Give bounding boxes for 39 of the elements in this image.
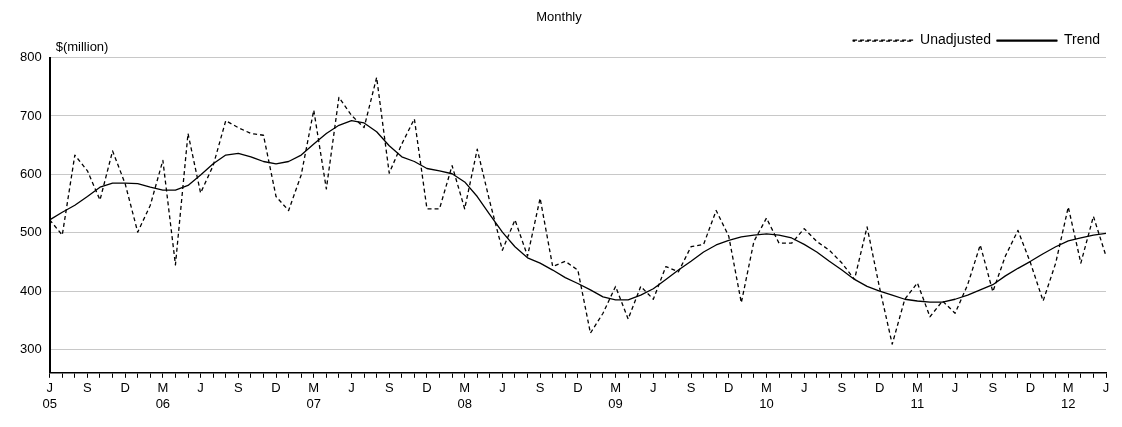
x-tick-label: J [800,380,808,396]
x-tick-label: M 08 [457,380,472,411]
y-tick-label: 700 [19,107,42,123]
x-tick-label: M 12 [1061,380,1076,411]
x-tick-label: D [422,380,432,396]
legend-label: Unadjusted [920,31,991,48]
x-tick-label: D [724,380,734,396]
x-tick-label: D [874,380,885,396]
x-tick-label: M 11 [910,380,925,411]
x-tick-label: M 10 [759,380,774,411]
x-tick-label: J [650,380,657,396]
y-tick-label: 300 [19,341,42,357]
chart-title: Monthly [536,9,583,25]
x-tick-label: D [120,380,130,396]
x-tick-label: M 07 [306,380,321,411]
x-tick-label: J [499,380,506,396]
x-tick-label: D [573,380,583,396]
y-tick-label: 800 [19,49,42,65]
x-tick-label: J [1102,380,1110,396]
x-tick-label: J [951,380,959,396]
x-tick-label: M 06 [155,380,171,411]
y-tick-label: 500 [19,224,42,240]
x-tick-label: S [83,380,93,396]
x-tick-label: S [988,380,998,396]
x-tick-label: S [837,380,847,396]
x-tick-label: J [348,380,355,396]
legend-label: Trend [1063,31,1101,48]
x-tick-label: J 05 [42,380,57,411]
x-tick-label: S [384,380,394,396]
x-tick-label: S [686,380,696,396]
y-tick-label: 600 [19,165,42,181]
x-tick-label: D [1025,380,1036,396]
y-tick-label: 400 [19,282,42,298]
x-tick-label: S [233,380,243,396]
x-tick-label: M 09 [608,380,623,411]
x-tick-label: S [535,380,545,396]
y-axis-title: $(million) [55,38,109,54]
x-tick-label: J [197,380,204,396]
x-tick-label: D [271,380,281,396]
